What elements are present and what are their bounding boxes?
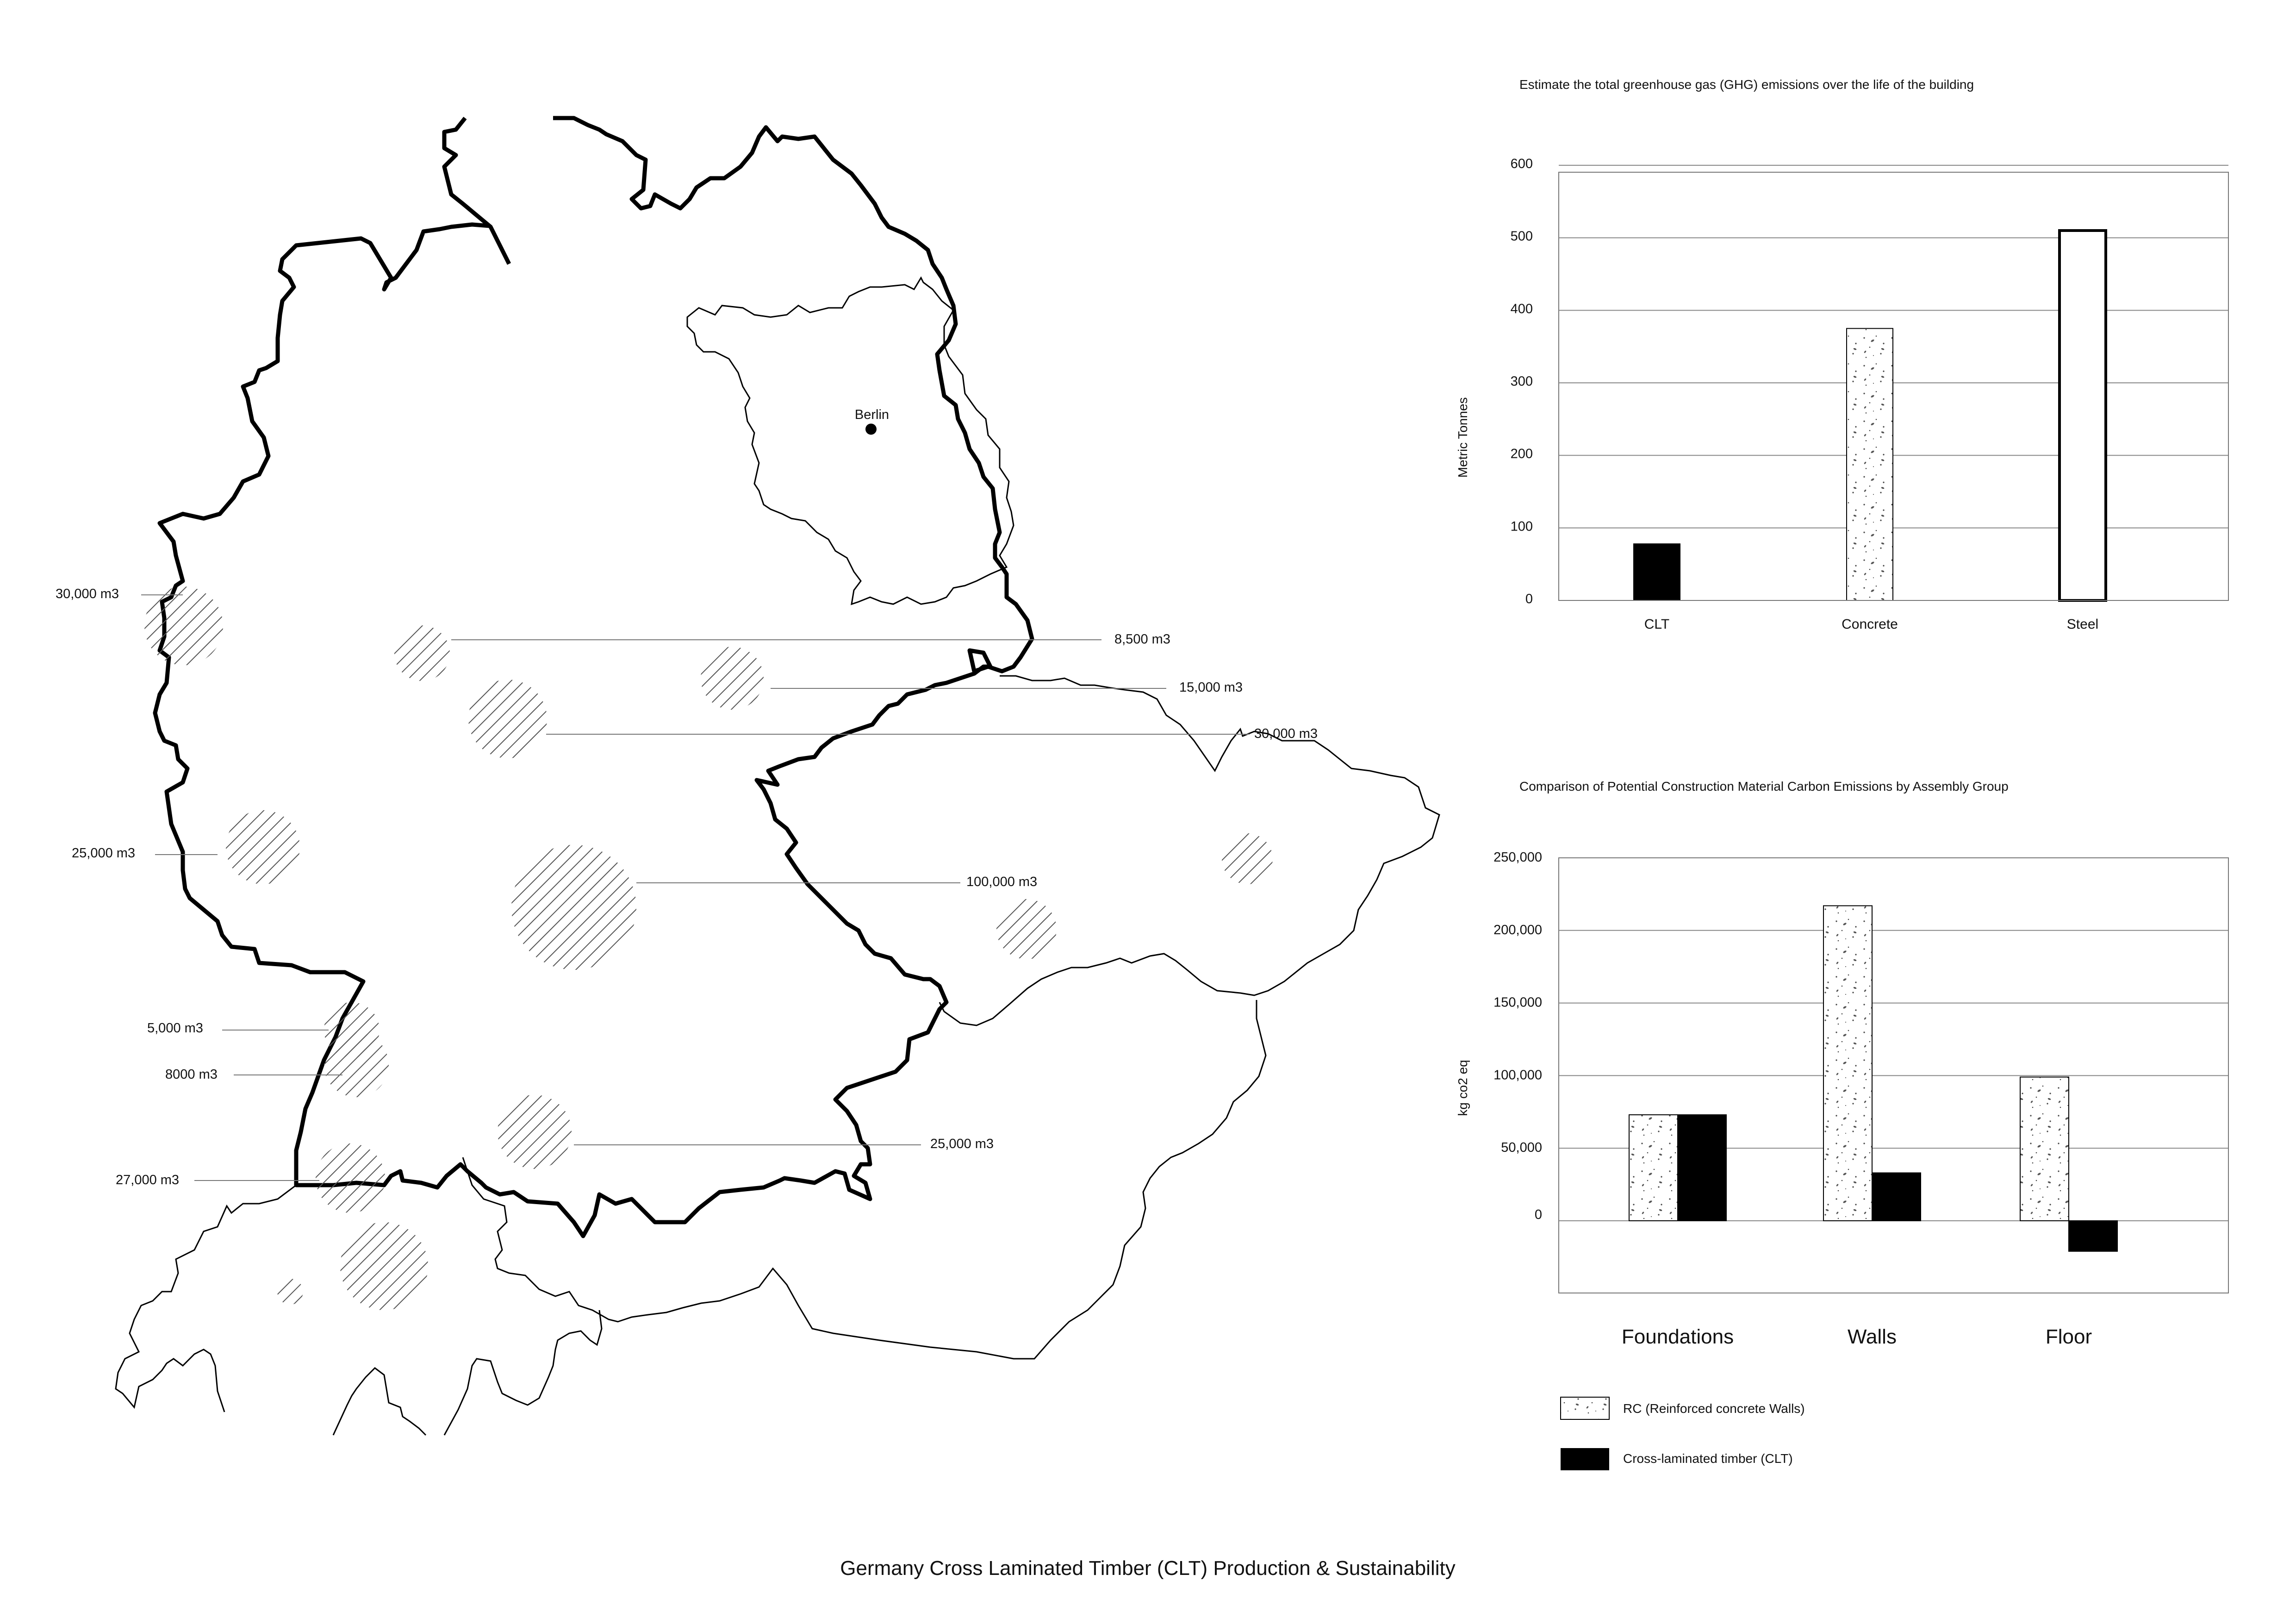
berlin-marker [865,424,877,435]
bar-concrete [1846,328,1893,601]
bar-walls-rc [1823,905,1873,1222]
plot-frame [1558,857,2229,1293]
y-tick-label: 250,000 [1493,850,1542,865]
y-tick-label: 50,000 [1501,1140,1542,1155]
plot-frame [1558,172,2229,601]
y-tick-label: 100,000 [1493,1068,1542,1082]
y-tick-label: 400 [1511,301,1533,316]
x-tick-label: Floor [2046,1325,2092,1348]
site-leader-lines [141,594,1250,1181]
bar-clt [1633,543,1680,601]
austria-west-border [443,1310,603,1436]
site-label: 30,000 m3 [56,587,119,601]
bar-steel [2058,229,2107,602]
site-label: 100,000 m3 [966,874,1037,889]
bar-foundations-clt [1677,1114,1727,1222]
site-label: 5,000 m3 [147,1021,203,1036]
switzerland-border [115,1184,297,1412]
x-tick-label: Walls [1848,1325,1897,1348]
chart-bars [1633,229,2107,602]
site-label: 25,000 m3 [72,846,135,861]
legend-swatch-rc [1560,1397,1610,1420]
chart-legend: RC (Reinforced concrete Walls) Cross-lam… [1560,1397,1805,1470]
assembly-emissions-chart: Comparison of Potential Construction Mat… [1456,779,2229,1470]
x-tick-label: Concrete [1842,617,1898,632]
bar-foundations-rc [1629,1114,1678,1222]
chart-grid [1559,165,2228,529]
legend-label-rc: RC (Reinforced concrete Walls) [1623,1401,1805,1416]
x-tick-label: Foundations [1622,1325,1734,1348]
site-hatch [701,647,764,710]
site-label: 25,000 m3 [930,1137,994,1151]
site-label: 15,000 m3 [1179,680,1243,695]
site-hatch [324,1032,389,1097]
site-hatch [996,899,1057,959]
bar-floor-rc [2020,1076,2069,1221]
site-hatch [498,1095,572,1169]
chart-title: Comparison of Potential Construction Mat… [1519,779,2009,793]
site-label: 8,500 m3 [1114,632,1170,647]
site-hatch [226,810,300,884]
y-tick-label: 500 [1511,229,1533,244]
y-tick-label: 0 [1525,592,1533,606]
y-tick-labels: 0 50,000 100,000 150,000 200,000 250,000 [1493,850,1542,1222]
site-hatch [144,587,223,665]
y-tick-label: 600 [1511,156,1533,171]
site-label: 30,000 m3 [1254,726,1318,741]
italy-border [332,1367,427,1436]
ghg-emissions-chart: Estimate the total greenhouse gas (GHG) … [1456,77,2229,632]
site-hatch [511,845,636,970]
site-hatch [340,1222,428,1310]
y-tick-label: 200,000 [1493,923,1542,937]
y-tick-label: 150,000 [1493,995,1542,1010]
y-tick-label: 100 [1511,519,1533,534]
berlin-label: Berlin [855,407,889,422]
x-tick-label: Steel [2067,617,2098,632]
legend-swatch-clt [1561,1448,1609,1470]
y-tick-label: 300 [1511,374,1533,389]
page-title: Germany Cross Laminated Timber (CLT) Pro… [840,1557,1455,1580]
x-tick-label: CLT [1644,617,1669,632]
germany-map: Berlin 30,000 m3 8,500 [56,116,1440,1436]
chart-title: Estimate the total greenhouse gas (GHG) … [1519,77,1974,92]
austria-border [462,1000,1267,1360]
site-label: 8000 m3 [165,1067,218,1082]
y-tick-label: 200 [1511,447,1533,462]
site-label: 27,000 m3 [116,1173,179,1187]
site-hatch [394,625,450,681]
site-hatch [468,680,547,758]
brandenburg-border [686,276,1014,606]
bar-floor-clt [2068,1220,2118,1252]
x-tick-labels: CLT Concrete Steel [1644,617,2098,632]
y-tick-labels: 0 100 200 300 400 500 600 [1511,156,1533,606]
y-tick-label: 0 [1535,1207,1542,1222]
x-tick-labels: Foundations Walls Floor [1622,1325,2092,1348]
site-hatch [277,1279,303,1305]
chart-bars [1629,905,2118,1252]
site-hatch [1222,833,1273,884]
czech-border [939,675,1440,1026]
legend-label-clt: Cross-laminated timber (CLT) [1623,1451,1793,1466]
bar-walls-clt [1872,1172,1921,1221]
y-axis-label: kg co2 eq [1456,1060,1470,1116]
y-axis-label: Metric Tonnes [1456,397,1470,478]
site-hatch [316,1143,385,1213]
